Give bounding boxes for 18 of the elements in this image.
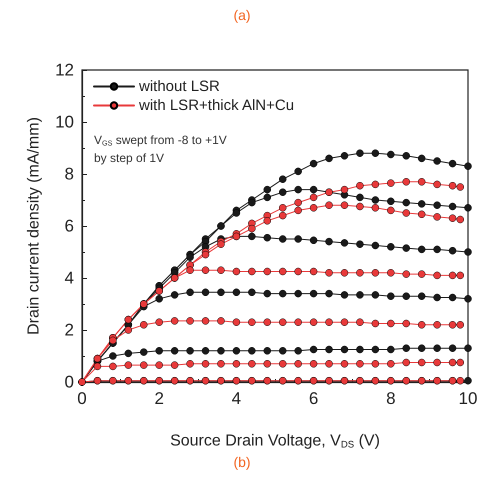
y-tick-label: 10	[55, 112, 74, 132]
legend-label: with LSR+thick AlN+Cu	[138, 97, 294, 114]
text: (b)	[233, 454, 251, 470]
y-axis-title: Drain current density (mA/mm)	[26, 117, 42, 335]
x-tick-label: 10	[458, 389, 478, 408]
y-tick-label: 2	[64, 320, 74, 340]
legend-label: without LSR	[138, 78, 220, 95]
x-tick-label: 6	[308, 389, 318, 408]
y-tick-label: 6	[64, 216, 74, 236]
x-tick-label: 2	[154, 389, 164, 408]
x-tick-label: 0	[77, 389, 87, 408]
x-tick-label: 4	[232, 389, 242, 408]
y-tick-label: 12	[55, 60, 74, 80]
y-tick-label: 8	[64, 164, 74, 184]
x-tick-label: 8	[386, 389, 396, 408]
y-tick-label: 4	[64, 268, 74, 288]
y-tick-label: 0	[64, 372, 74, 392]
text: (a)	[233, 7, 251, 23]
